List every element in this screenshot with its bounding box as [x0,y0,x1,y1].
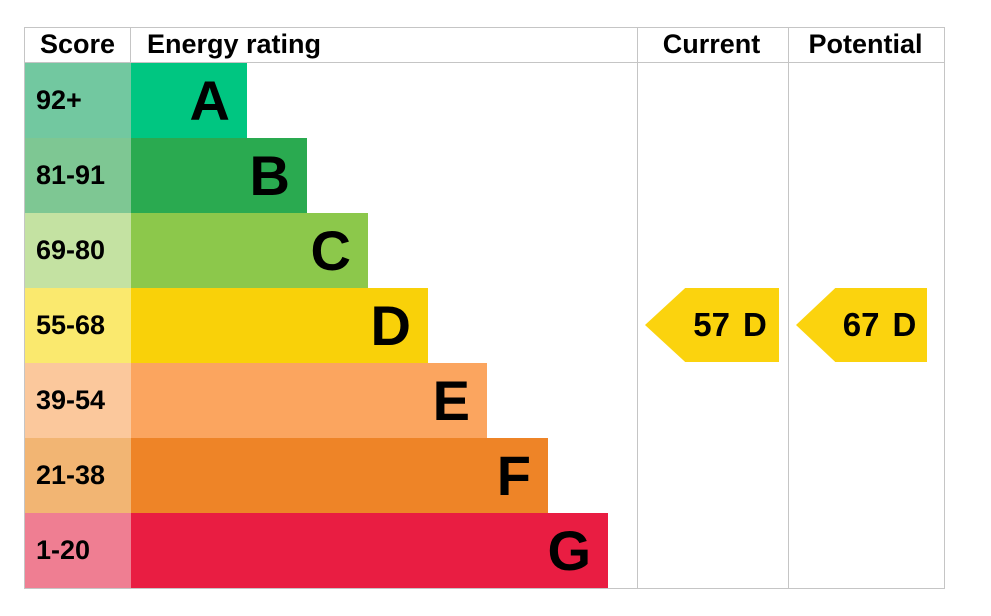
band-row-c: 69-80 C [25,213,944,288]
score-cell-f: 21-38 [25,438,131,513]
band-row-b: 81-91 B [25,138,944,213]
rating-bar-b: B [131,138,307,213]
score-cell-b: 81-91 [25,138,131,213]
rating-bar-g: G [131,513,608,588]
current-rating-value: 57 [693,306,730,343]
band-row-f: 21-38 F [25,438,944,513]
header-score: Score [25,28,131,62]
score-cell-d: 55-68 [25,288,131,363]
potential-rating-band: D [892,306,917,343]
epc-table: Score Energy rating Current Potential 92… [24,27,945,589]
header-energy-rating: Energy rating [147,29,322,59]
header-potential: Potential [808,29,923,59]
band-row-d: 55-68 D [25,288,944,363]
potential-rating-value: 67 [842,306,880,343]
score-cell-a: 92+ [25,63,131,138]
current-rating-band: D [742,306,767,343]
score-cell-g: 1-20 [25,513,131,588]
score-cell-e: 39-54 [25,363,131,438]
rating-bar-a: A [131,63,247,138]
rating-bar-f: F [131,438,548,513]
score-cell-c: 69-80 [25,213,131,288]
band-row-a: 92+ A [25,63,944,138]
rating-bar-d: D [131,288,428,363]
table-header-row: Score Energy rating Current Potential [25,28,944,63]
current-column-divider [637,28,638,588]
rating-bar-c: C [131,213,368,288]
header-current: Current [662,29,761,59]
potential-column-divider [788,28,789,588]
band-row-g: 1-20 G [25,513,944,588]
rating-bar-e: E [131,363,487,438]
band-row-e: 39-54 E [25,363,944,438]
